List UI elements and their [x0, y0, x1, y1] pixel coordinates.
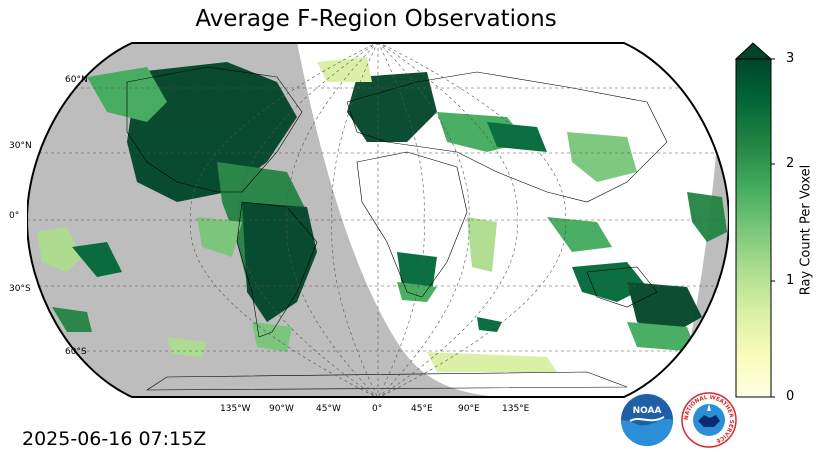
lon-label-0: 0°: [372, 404, 383, 414]
observation-field: [37, 57, 727, 372]
lat-label-30s: 30°S: [9, 284, 31, 294]
lat-label-60s: 60°S: [65, 347, 87, 357]
map-svg: [25, 42, 731, 398]
lat-label-60n: 60°N: [65, 75, 88, 85]
colorbar-title: Ray Count Per Voxel: [798, 164, 814, 296]
map-title: Average F-Region Observations: [195, 6, 557, 32]
lon-label-135w: 135°W: [220, 404, 251, 414]
noaa-text: NOAA: [633, 406, 662, 416]
noaa-logo-icon: NOAA: [620, 393, 674, 447]
colorbar: 3 2 1 0: [734, 42, 820, 404]
colorbar-tick-0: 0: [786, 389, 795, 404]
lon-label-45w: 45°W: [316, 404, 341, 414]
world-map: [25, 42, 731, 398]
lat-label-0: 0°: [9, 211, 20, 221]
nws-logo-icon: NATIONAL WEATHER SERVICE: [680, 391, 738, 449]
lon-label-90e: 90°E: [458, 404, 480, 414]
colorbar-tick-3: 3: [786, 51, 795, 66]
colorbar-tick-2: 2: [786, 156, 795, 171]
coastlines: [126, 66, 668, 391]
colorbar-svg: [734, 42, 775, 398]
timestamp: 2025-06-16 07:15Z: [22, 428, 207, 450]
lon-label-135e: 135°E: [502, 404, 530, 414]
graticule: [27, 43, 729, 397]
lon-label-90w: 90°W: [269, 404, 294, 414]
lon-label-45e: 45°E: [411, 404, 433, 414]
colorbar-gradient: [735, 58, 772, 398]
lat-label-30n: 30°N: [9, 141, 32, 151]
colorbar-tick-1: 1: [786, 273, 795, 288]
map-frame: [25, 42, 731, 398]
colorbar-extend-arrow: [734, 42, 773, 60]
